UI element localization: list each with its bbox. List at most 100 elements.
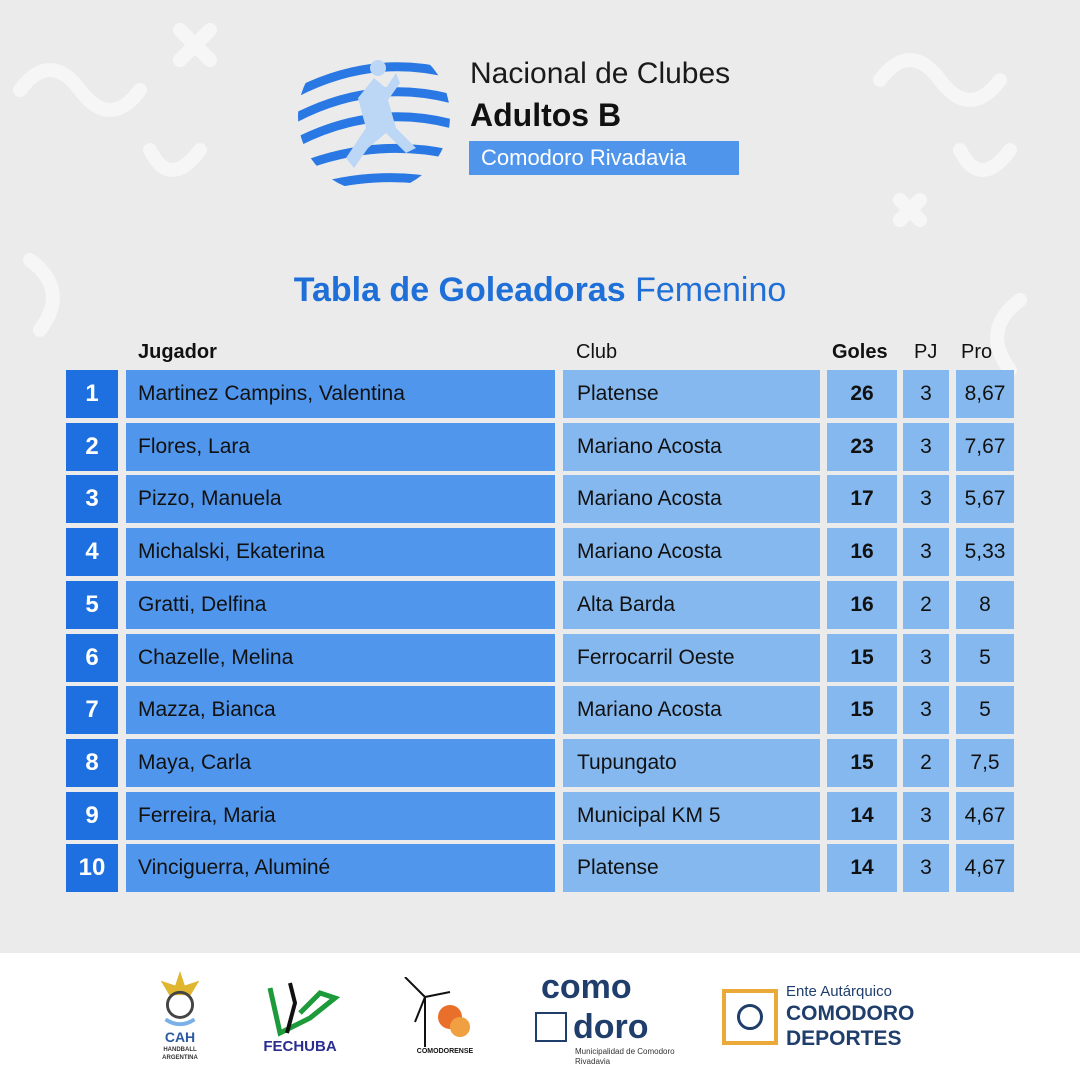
- cell-pro: 8,67: [956, 370, 1014, 418]
- cell-name: Mazza, Bianca: [126, 686, 555, 735]
- cell-pj: 2: [903, 580, 949, 629]
- cell-pj: 2: [903, 738, 949, 787]
- col-club: Club: [576, 341, 618, 363]
- table-row: 9 Ferreira, Maria Municipal KM 5 14 3 4,67: [0, 791, 1080, 840]
- cell-name: Michalski, Ekaterina: [126, 528, 555, 577]
- cell-pj: 3: [903, 422, 949, 471]
- cell-pro: 5: [956, 686, 1014, 735]
- sponsor-footer: CAH HANDBALL ARGENTINA FECHUBA COMODOREN…: [0, 953, 1080, 1080]
- ente-line1: Ente Autárquico: [786, 983, 892, 1000]
- cell-goals: 15: [827, 738, 897, 787]
- medal-icon: [722, 988, 778, 1045]
- cell-pro: 5: [956, 633, 1014, 682]
- cell-goals: 16: [827, 580, 897, 629]
- cell-goals: 16: [827, 528, 897, 577]
- cell-pj: 3: [903, 686, 949, 735]
- cell-goals: 23: [827, 422, 897, 471]
- cell-club: Alta Barda: [563, 580, 820, 629]
- comodoro-logo: como doro Municipalidad de Comodoro Riva…: [535, 953, 685, 1080]
- cell-club: Platense: [563, 844, 820, 893]
- cell-rank: 1: [66, 370, 118, 418]
- cell-goals: 14: [827, 791, 897, 840]
- cell-pro: 4,67: [956, 791, 1014, 840]
- col-player: Jugador: [138, 341, 217, 363]
- cell-club: Tupungato: [563, 738, 820, 787]
- table-row: 1 Martinez Campins, Valentina Platense 26 3 8…: [0, 370, 1080, 418]
- cell-rank: 6: [66, 633, 118, 682]
- cah-emblem-icon: [160, 971, 200, 1027]
- cell-name: Gratti, Delfina: [126, 580, 555, 629]
- table-row: 5 Gratti, Delfina Alta Barda 16 2 8: [0, 580, 1080, 629]
- title-light: Femenino: [635, 271, 787, 309]
- cell-pj: 3: [903, 528, 949, 577]
- cell-pj: 3: [903, 844, 949, 893]
- cell-goals: 26: [827, 370, 897, 418]
- cell-rank: 2: [66, 422, 118, 471]
- cell-rank: 4: [66, 528, 118, 577]
- fechuba-logo: FECHUBA: [255, 953, 345, 1080]
- cell-club: Municipal KM 5: [563, 791, 820, 840]
- cell-rank: 7: [66, 686, 118, 735]
- col-goals: Goles: [832, 341, 888, 363]
- col-pro: Pro: [961, 341, 993, 363]
- cell-name: Flores, Lara: [126, 422, 555, 471]
- title-bold: Tabla de Goleadoras: [293, 271, 626, 309]
- cell-name: Pizzo, Manuela: [126, 475, 555, 524]
- cell-club: Mariano Acosta: [563, 475, 820, 524]
- cell-pj: 3: [903, 633, 949, 682]
- cell-pro: 5,67: [956, 475, 1014, 524]
- comodoro-icon: [535, 1011, 567, 1042]
- cell-goals: 14: [827, 844, 897, 893]
- fechuba-emblem-icon: [267, 982, 340, 1037]
- cell-club: Mariano Acosta: [563, 422, 820, 471]
- cah-logo: CAH HANDBALL ARGENTINA: [148, 953, 212, 1080]
- table-row: 7 Mazza, Bianca Mariano Acosta 15 3 5: [0, 686, 1080, 735]
- location-badge: Comodoro Rivadavia: [469, 141, 739, 175]
- cell-goals: 17: [827, 475, 897, 524]
- cell-pro: 5,33: [956, 528, 1014, 577]
- cell-pro: 4,67: [956, 844, 1014, 893]
- cell-rank: 10: [66, 844, 118, 893]
- ente-line2: COMODORO: [786, 1002, 915, 1025]
- tournament-logo: [298, 60, 450, 192]
- cell-rank: 8: [66, 738, 118, 787]
- table-row: 2 Flores, Lara Mariano Acosta 23 3 7,67: [0, 422, 1080, 471]
- cell-club: Mariano Acosta: [563, 686, 820, 735]
- table-row: 3 Pizzo, Manuela Mariano Acosta 17 3 5,67: [0, 475, 1080, 524]
- table-row: 8 Maya, Carla Tupungato 15 2 7,5: [0, 738, 1080, 787]
- cell-goals: 15: [827, 686, 897, 735]
- table-row: 4 Michalski, Ekaterina Mariano Acosta 16 3 5,…: [0, 528, 1080, 577]
- header-line2: Adultos B: [470, 97, 622, 133]
- cah-text: CAH: [164, 1029, 196, 1045]
- windmill-icon: [404, 977, 470, 1047]
- cell-pj: 3: [903, 370, 949, 418]
- col-pj: PJ: [914, 341, 938, 363]
- cell-pj: 3: [903, 791, 949, 840]
- comodoro-top: como: [541, 967, 632, 1006]
- cell-goals: 15: [827, 633, 897, 682]
- asociacion-logo: COMODORENSE: [395, 953, 495, 1080]
- cell-name: Chazelle, Melina: [126, 633, 555, 682]
- ente-line3: DEPORTES: [786, 1027, 902, 1050]
- comodoro-sub: Municipalidad de Comodoro Rivadavia: [575, 1046, 675, 1066]
- asoc-text: COMODORENSE: [416, 1048, 474, 1055]
- cell-rank: 5: [66, 580, 118, 629]
- cell-rank: 9: [66, 791, 118, 840]
- cell-club: Ferrocarril Oeste: [563, 633, 820, 682]
- cell-club: Mariano Acosta: [563, 528, 820, 577]
- cell-rank: 3: [66, 475, 118, 524]
- cah-sub: HANDBALL ARGENTINA: [162, 1047, 198, 1061]
- cell-name: Maya, Carla: [126, 738, 555, 787]
- ente-logo: Ente Autárquico COMODORO DEPORTES: [722, 953, 937, 1080]
- table-row: 10 Vinciguerra, Aluminé Platense 14 3 4,67: [0, 844, 1080, 893]
- page-title: Tabla de Goleadoras Femenino: [0, 270, 1080, 310]
- comodoro-bottom: doro: [573, 1007, 649, 1046]
- cell-name: Vinciguerra, Aluminé: [126, 844, 555, 893]
- cell-club: Platense: [563, 370, 820, 418]
- table-row: 6 Chazelle, Melina Ferrocarril Oeste 15 3 5: [0, 633, 1080, 682]
- cell-pj: 3: [903, 475, 949, 524]
- cell-pro: 8: [956, 580, 1014, 629]
- cell-name: Martinez Campins, Valentina: [126, 370, 555, 418]
- header-line1: Nacional de Clubes: [470, 57, 731, 90]
- cell-name: Ferreira, Maria: [126, 791, 555, 840]
